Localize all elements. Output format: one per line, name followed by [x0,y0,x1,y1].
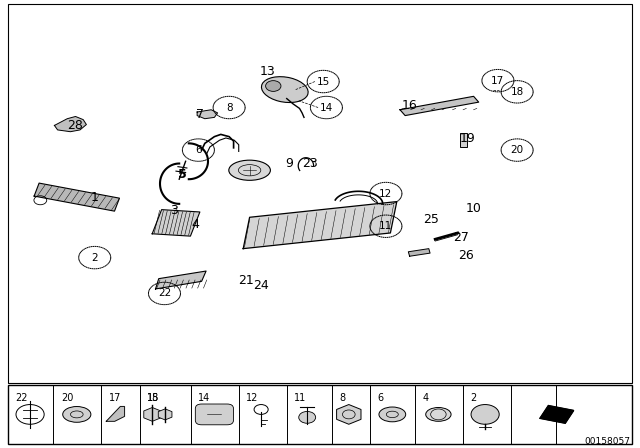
Circle shape [266,81,281,91]
Ellipse shape [63,406,91,422]
Ellipse shape [229,160,271,180]
Polygon shape [408,249,430,256]
FancyBboxPatch shape [195,404,234,425]
Text: 6: 6 [378,393,384,403]
Polygon shape [144,408,161,421]
Text: 20: 20 [61,393,73,403]
Ellipse shape [379,407,406,422]
FancyBboxPatch shape [8,4,632,383]
Text: 10: 10 [466,202,481,215]
Text: 11: 11 [294,393,307,403]
Text: 20: 20 [511,145,524,155]
Text: 27: 27 [453,231,468,244]
Text: 2: 2 [92,253,98,263]
Polygon shape [197,110,218,119]
Text: 12: 12 [246,393,259,403]
Polygon shape [158,409,172,420]
Text: 3: 3 [170,204,178,217]
Text: 17: 17 [492,76,504,86]
Text: 8: 8 [339,393,346,403]
Text: 19: 19 [460,132,475,146]
Polygon shape [106,406,125,421]
Text: 25: 25 [423,213,438,226]
Text: 18: 18 [511,87,524,97]
Polygon shape [152,210,200,236]
Text: 22: 22 [158,289,171,298]
Text: 12: 12 [380,189,392,198]
Text: 17: 17 [109,393,121,403]
Text: 15: 15 [317,77,330,86]
Text: 6: 6 [195,145,202,155]
Text: 16: 16 [402,99,417,112]
Polygon shape [540,405,573,423]
Text: 7: 7 [196,108,204,121]
Text: 26: 26 [458,249,474,262]
Circle shape [471,405,499,424]
Ellipse shape [426,408,451,421]
Text: 9: 9 [285,157,293,170]
Ellipse shape [262,77,308,103]
Polygon shape [243,202,397,249]
Polygon shape [400,96,479,116]
Text: 24: 24 [253,279,269,292]
Polygon shape [156,271,206,289]
Circle shape [299,411,316,423]
Text: 21: 21 [239,273,254,287]
FancyBboxPatch shape [460,133,467,147]
Text: 13: 13 [260,65,275,78]
Text: 18: 18 [147,393,159,403]
Polygon shape [34,183,120,211]
Text: 4: 4 [191,217,199,231]
Text: 22: 22 [15,393,28,403]
Text: 14: 14 [198,393,211,403]
Text: 11: 11 [380,221,392,231]
Text: 28: 28 [68,119,83,132]
Text: 00158057: 00158057 [584,437,630,446]
Text: 14: 14 [320,103,333,112]
Text: 4: 4 [422,393,429,403]
Polygon shape [337,405,361,424]
Text: 2: 2 [470,393,477,403]
Polygon shape [54,116,86,132]
Text: 5: 5 [178,168,187,181]
Text: 23: 23 [302,157,317,170]
Text: 15: 15 [147,393,159,403]
Text: 8: 8 [226,103,232,112]
Text: 1: 1 [91,190,99,204]
FancyBboxPatch shape [8,385,632,444]
